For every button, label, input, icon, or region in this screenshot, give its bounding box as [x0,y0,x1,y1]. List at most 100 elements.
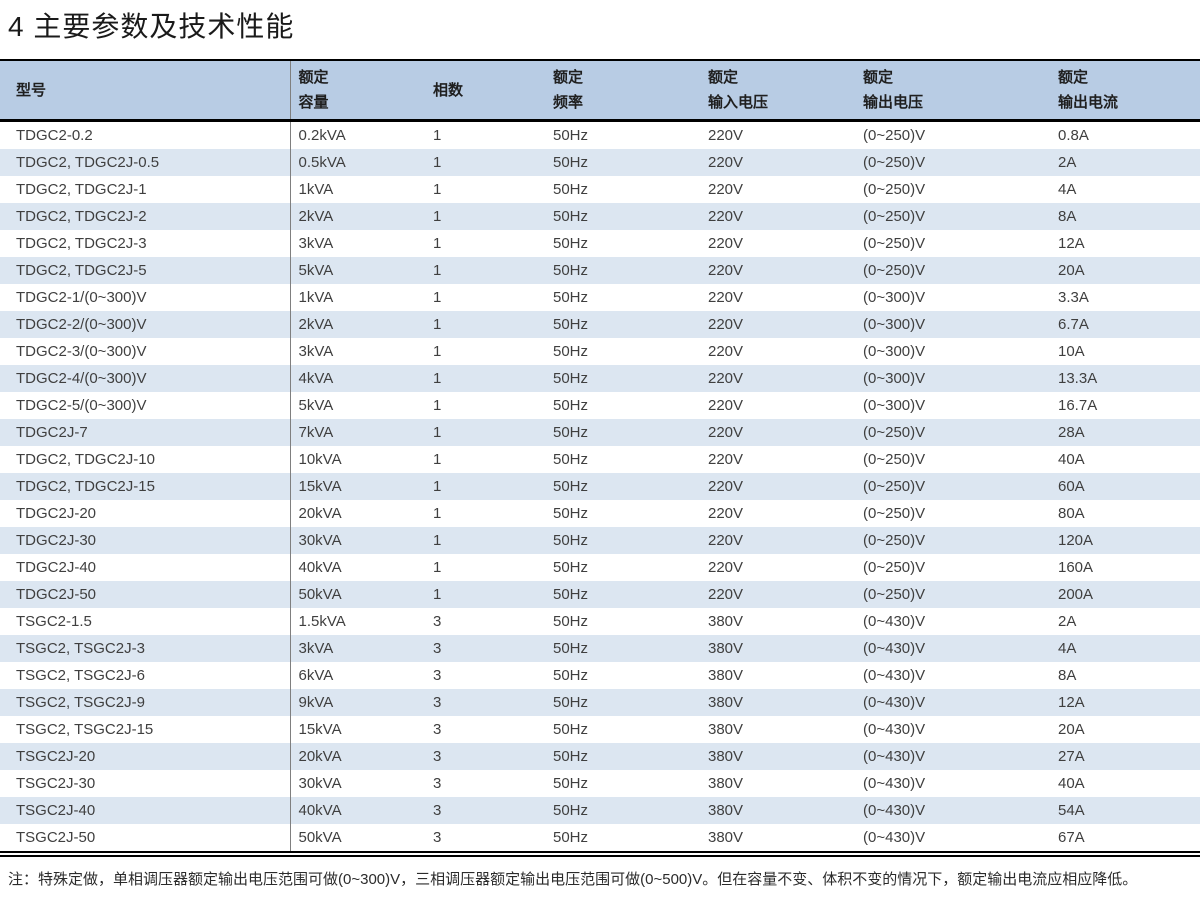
cell-model: TSGC2, TSGC2J-9 [0,689,291,717]
cell-frequency: 50Hz [545,473,700,501]
cell-output-current: 200A [1050,581,1200,609]
cell-output-voltage: (0~430)V [855,689,1050,717]
cell-output-voltage: (0~250)V [855,473,1050,501]
cell-output-voltage: (0~250)V [855,581,1050,609]
cell-phases: 1 [425,473,545,501]
cell-frequency: 50Hz [545,554,700,582]
cell-capacity: 5kVA [290,392,425,420]
cell-model: TDGC2, TDGC2J-0.5 [0,149,291,177]
cell-capacity: 50kVA [290,824,425,852]
cell-capacity: 1.5kVA [290,608,425,636]
cell-capacity: 2kVA [290,203,425,231]
cell-output-current: 10A [1050,338,1200,366]
header-rated-output-voltage: 额定 输出电压 [855,61,1050,123]
cell-model: TDGC2, TDGC2J-10 [0,446,291,474]
cell-phases: 1 [425,365,545,393]
table-row: TDGC2-3/(0~300)V 3kVA 1 50Hz 220V (0~300)V 10A [0,338,1200,366]
table-row: TDGC2-2/(0~300)V 2kVA 1 50Hz 220V (0~300)V 6.7… [0,311,1200,339]
cell-output-voltage: (0~250)V [855,527,1050,555]
cell-capacity: 3kVA [290,338,425,366]
header-phases-line1: 相数 [433,81,464,99]
cell-model: TDGC2J-30 [0,527,291,555]
cell-frequency: 50Hz [545,608,700,636]
cell-phases: 1 [425,203,545,231]
cell-phases: 3 [425,743,545,771]
table-row: TDGC2-5/(0~300)V 5kVA 1 50Hz 220V (0~300)V 16.… [0,392,1200,420]
table-row: TDGC2, TDGC2J-0.5 0.5kVA 1 50Hz 220V (0~250)V… [0,149,1200,177]
cell-output-voltage: (0~250)V [855,257,1050,285]
cell-frequency: 50Hz [545,797,700,825]
cell-capacity: 3kVA [290,230,425,258]
cell-output-voltage: (0~250)V [855,120,1050,150]
cell-output-voltage: (0~300)V [855,311,1050,339]
cell-capacity: 0.5kVA [290,149,425,177]
cell-model: TSGC2J-20 [0,743,291,771]
cell-output-current: 4A [1050,635,1200,663]
cell-output-voltage: (0~430)V [855,716,1050,744]
cell-input-voltage: 220V [700,365,855,393]
cell-frequency: 50Hz [545,203,700,231]
cell-phases: 1 [425,257,545,285]
cell-output-voltage: (0~250)V [855,230,1050,258]
cell-model: TDGC2, TDGC2J-5 [0,257,291,285]
cell-capacity: 1kVA [290,284,425,312]
cell-model: TDGC2, TDGC2J-2 [0,203,291,231]
cell-output-current: 27A [1050,743,1200,771]
cell-phases: 3 [425,689,545,717]
cell-frequency: 50Hz [545,257,700,285]
cell-phases: 1 [425,149,545,177]
cell-input-voltage: 220V [700,149,855,177]
cell-capacity: 40kVA [290,797,425,825]
cell-output-voltage: (0~300)V [855,338,1050,366]
cell-output-current: 60A [1050,473,1200,501]
table-row: TDGC2J-40 40kVA 1 50Hz 220V (0~250)V 160A [0,554,1200,582]
cell-output-voltage: (0~250)V [855,203,1050,231]
cell-frequency: 50Hz [545,635,700,663]
cell-capacity: 20kVA [290,500,425,528]
table-body: TDGC2-0.2 0.2kVA 1 50Hz 220V (0~250)V 0.8A TDGC… [0,120,1200,852]
cell-output-voltage: (0~430)V [855,662,1050,690]
cell-model: TDGC2, TDGC2J-15 [0,473,291,501]
cell-frequency: 50Hz [545,446,700,474]
cell-input-voltage: 380V [700,797,855,825]
cell-output-voltage: (0~250)V [855,500,1050,528]
cell-capacity: 40kVA [290,554,425,582]
cell-output-current: 3.3A [1050,284,1200,312]
cell-input-voltage: 380V [700,635,855,663]
cell-model: TDGC2J-7 [0,419,291,447]
cell-input-voltage: 380V [700,689,855,717]
cell-capacity: 15kVA [290,473,425,501]
header-rated-input-voltage-line2: 输入电压 [708,94,769,112]
table-row: TDGC2J-20 20kVA 1 50Hz 220V (0~250)V 80A [0,500,1200,528]
cell-output-current: 20A [1050,716,1200,744]
cell-input-voltage: 220V [700,581,855,609]
table-row: TDGC2, TDGC2J-1 1kVA 1 50Hz 220V (0~250)V 4A [0,176,1200,204]
cell-frequency: 50Hz [545,230,700,258]
cell-output-current: 160A [1050,554,1200,582]
header-rated-capacity: 额定 容量 [290,61,425,123]
cell-capacity: 9kVA [290,689,425,717]
cell-capacity: 15kVA [290,716,425,744]
table-header: 型号 额定 容量 相数 额定 频率 额定 输入电压 [0,61,1200,123]
cell-output-current: 16.7A [1050,392,1200,420]
cell-output-voltage: (0~430)V [855,635,1050,663]
cell-phases: 1 [425,527,545,555]
table-row: TDGC2J-50 50kVA 1 50Hz 220V (0~250)V 200A [0,581,1200,609]
cell-output-current: 80A [1050,500,1200,528]
cell-output-current: 12A [1050,230,1200,258]
table-row: TDGC2, TDGC2J-10 10kVA 1 50Hz 220V (0~250)V 40… [0,446,1200,474]
header-rated-capacity-line1: 额定 [298,69,329,87]
cell-model: TDGC2, TDGC2J-1 [0,176,291,204]
table-row: TDGC2, TDGC2J-3 3kVA 1 50Hz 220V (0~250)V 12A [0,230,1200,258]
header-row: 型号 额定 容量 相数 额定 频率 额定 输入电压 [0,61,1200,123]
header-rated-frequency: 额定 频率 [545,61,700,123]
cell-output-current: 2A [1050,149,1200,177]
cell-input-voltage: 220V [700,392,855,420]
cell-output-voltage: (0~430)V [855,608,1050,636]
cell-output-current: 67A [1050,824,1200,852]
cell-model: TSGC2J-40 [0,797,291,825]
table-row: TDGC2, TDGC2J-15 15kVA 1 50Hz 220V (0~250)V 60… [0,473,1200,501]
cell-model: TDGC2-0.2 [0,120,291,150]
cell-output-current: 12A [1050,689,1200,717]
cell-frequency: 50Hz [545,824,700,852]
